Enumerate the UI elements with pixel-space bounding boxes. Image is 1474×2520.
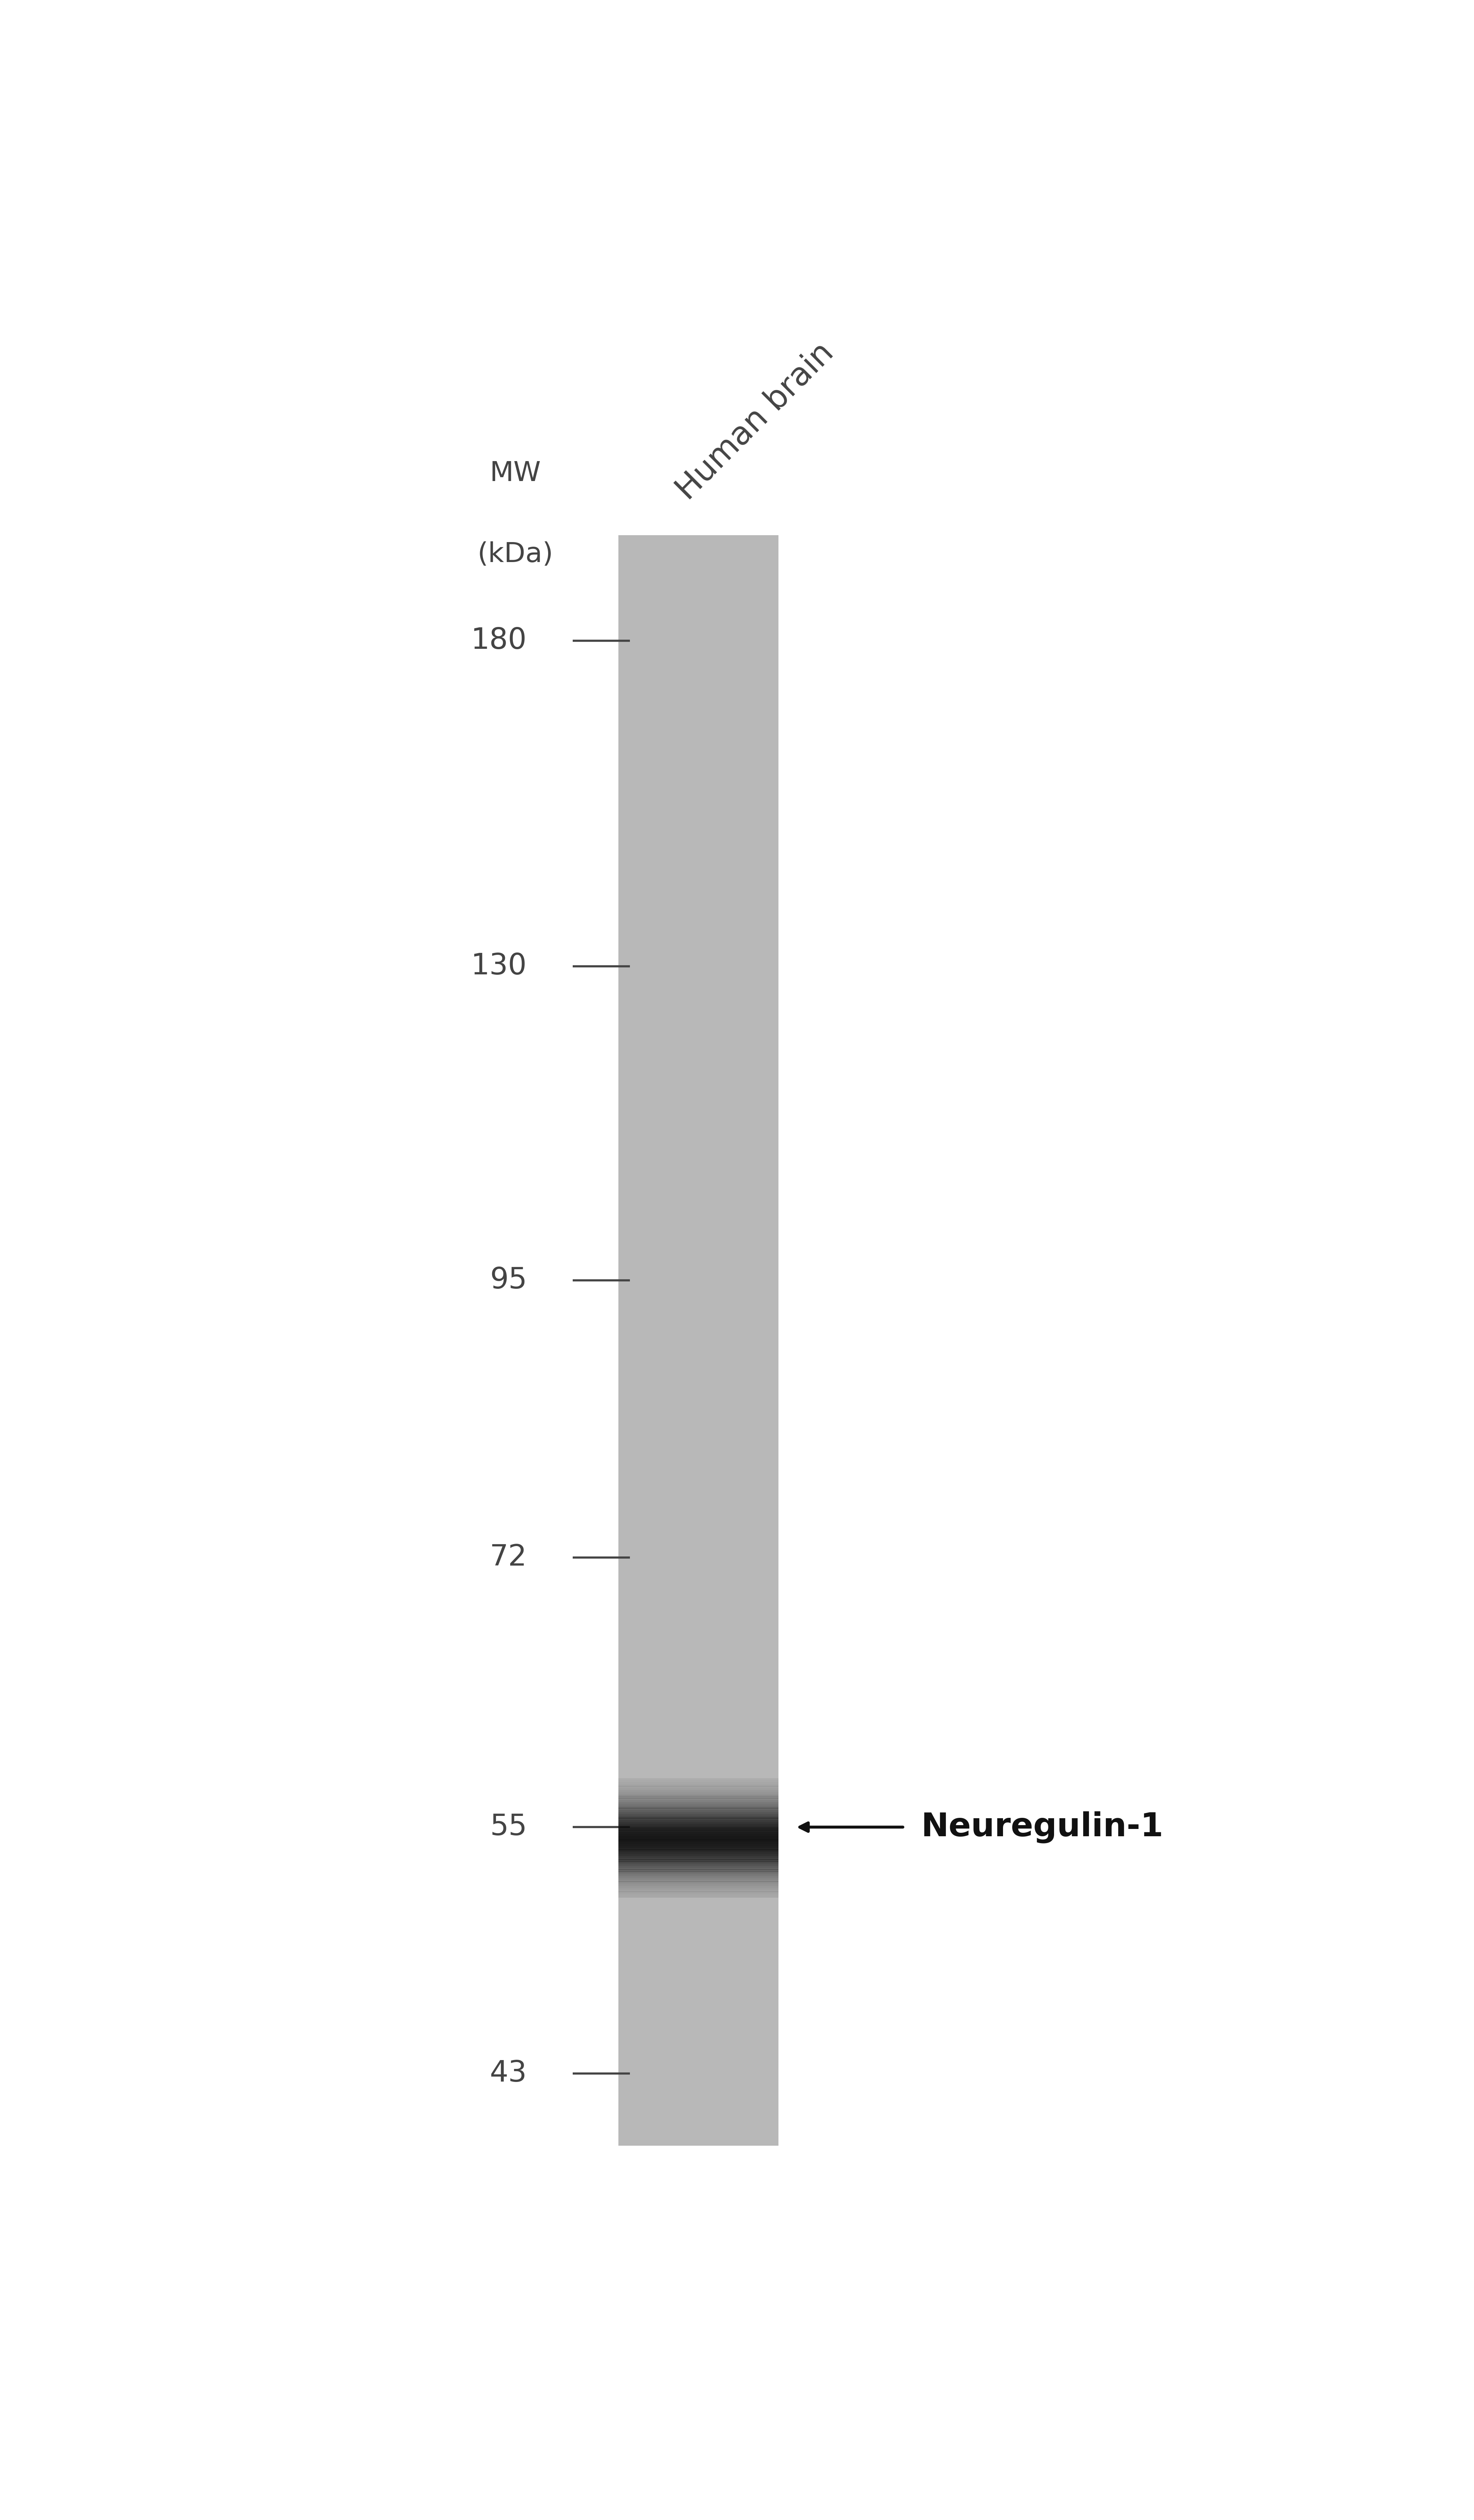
Text: MW: MW	[489, 461, 541, 486]
Text: Human brain: Human brain	[671, 338, 840, 507]
Bar	[619, 534, 778, 2147]
Text: (kDa): (kDa)	[478, 542, 554, 567]
Text: Neuregulin-1: Neuregulin-1	[921, 1812, 1163, 1842]
Text: 43: 43	[489, 2059, 528, 2087]
Text: 180: 180	[472, 627, 528, 655]
Text: 95: 95	[489, 1265, 528, 1295]
Text: 55: 55	[489, 1812, 528, 1842]
Text: 72: 72	[489, 1542, 528, 1572]
Text: 130: 130	[472, 953, 528, 980]
